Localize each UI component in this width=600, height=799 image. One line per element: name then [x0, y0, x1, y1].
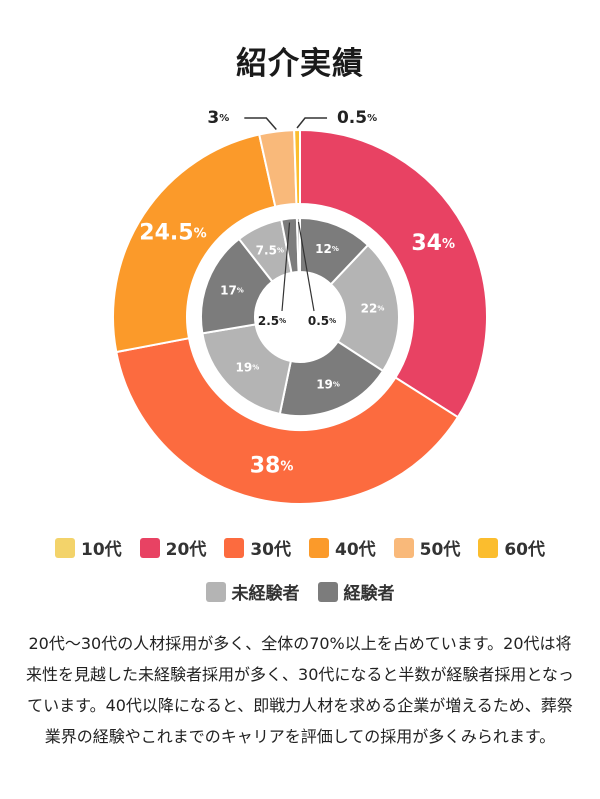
outer-slice-0: [299, 128, 488, 419]
page-title: 紹介実績: [236, 46, 364, 82]
inner-ring: [200, 216, 400, 417]
leader-lines: [244, 117, 328, 312]
inner-slice-3: [201, 323, 293, 416]
leader-line-inner-0-5: [297, 221, 315, 312]
legend-label: 未経験者: [231, 584, 300, 604]
legend-item-experienced: 経験者: [317, 579, 395, 604]
inner-label-5: 7.5%: [256, 243, 284, 257]
legend-swatch: [54, 537, 75, 558]
outer-slice-2: [112, 133, 277, 354]
legend-label: 10代: [80, 540, 122, 560]
leader-line-60s: [296, 117, 328, 129]
inner-label-4: 17%: [220, 283, 244, 297]
outer-label-2: 24.5%: [139, 221, 206, 246]
outer-label-3: 3%: [207, 108, 229, 128]
legend-item-50s: 50代: [393, 535, 461, 560]
legend-swatch: [478, 537, 499, 558]
legend-item-30s: 30代: [224, 535, 291, 560]
inner-label-6: 2.5%: [258, 314, 286, 328]
inner-slice-7: [295, 216, 301, 274]
leader-line-50s: [244, 117, 277, 130]
legend-item-10s: 10代: [54, 535, 122, 560]
outer-label-4: 0.5%: [337, 108, 377, 128]
legend-swatch: [205, 581, 226, 602]
legend-label: 60代: [504, 540, 546, 560]
outer-slice-4: [293, 128, 301, 206]
legend-swatch: [224, 537, 245, 558]
inner-label-3: 19%: [236, 360, 260, 374]
legend-label: 20代: [165, 540, 207, 560]
legend-label: 50代: [419, 540, 461, 560]
inner-label-2: 19%: [316, 377, 340, 391]
donut-chart: 34% 38% 24.5% 3% 0.5% 12% 22% 19% 19% 17% 7.5% 2.5%…: [112, 108, 488, 505]
inner-label-0: 12%: [315, 242, 339, 256]
legend-label: 30代: [250, 540, 291, 560]
legend-swatch: [393, 537, 414, 558]
outer-label-1: 38%: [250, 453, 294, 478]
legend-item-40s: 40代: [309, 535, 376, 560]
outer-label-0: 34%: [411, 231, 455, 256]
legend-age: 10代 20代 30代 40代 50代 60代: [0, 535, 600, 560]
legend-item-20s: 20代: [139, 535, 207, 560]
legend-item-inexperienced: 未経験者: [205, 579, 300, 604]
legend-swatch: [317, 581, 338, 602]
legend-experience: 未経験者 経験者: [0, 579, 600, 604]
legend-label: 経験者: [343, 584, 395, 604]
data-labels: 34% 38% 24.5% 3% 0.5% 12% 22% 19% 19% 17% 7.5% 2.5%…: [139, 108, 455, 478]
legend-label: 40代: [335, 540, 376, 560]
leader-line-inner-2-5: [281, 222, 291, 312]
outer-slice-1: [115, 337, 460, 505]
description: 20代〜30代の人材採用が多く、全体の70%以上を占めています。20代は将来性を…: [26, 634, 574, 746]
legend-swatch: [309, 537, 329, 558]
legend-swatch: [139, 537, 160, 558]
inner-slice-1: [329, 243, 400, 373]
legend-item-60s: 60代: [478, 535, 545, 560]
outer-ring: [112, 128, 488, 505]
inner-slice-2: [278, 340, 385, 417]
inner-label-1: 22%: [361, 301, 385, 315]
inner-label-7: 0.5%: [308, 314, 336, 328]
